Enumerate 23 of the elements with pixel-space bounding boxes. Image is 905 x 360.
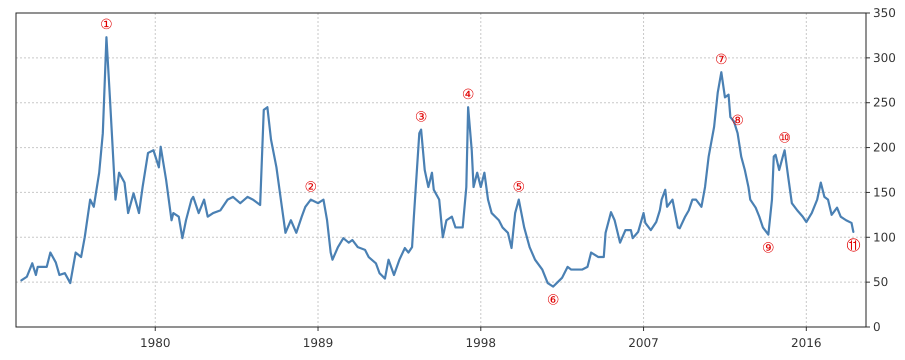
y-tick-label: 150: [873, 185, 896, 200]
annotation: ⑨: [762, 240, 775, 257]
x-tick-label: 1998: [466, 336, 496, 350]
y-tick-label: 250: [873, 96, 896, 110]
annotation: ③: [414, 110, 428, 126]
annotation: ②: [304, 180, 318, 196]
x-tick-label: 1980: [140, 336, 171, 350]
annotation: ⑦: [715, 52, 728, 68]
y-tick-label: 50: [873, 275, 888, 290]
annotation: ⑤: [512, 180, 526, 196]
x-tick-label: 1989: [302, 336, 334, 350]
x-tick-label: 2007: [628, 336, 659, 350]
annotation: ④: [462, 87, 474, 104]
y-tick-label: 200: [873, 140, 896, 155]
annotation: ⑥: [546, 292, 560, 309]
y-tick-label: 350: [873, 6, 896, 20]
annotation: ①: [100, 17, 113, 34]
y-tick-label: 300: [873, 50, 896, 65]
annotation: ⑩: [778, 130, 791, 146]
y-tick-label: 100: [873, 230, 896, 244]
x-tick-label: 2016: [791, 336, 822, 350]
y-tick-label: 0: [873, 320, 881, 334]
annotation: ⑪: [846, 238, 860, 254]
